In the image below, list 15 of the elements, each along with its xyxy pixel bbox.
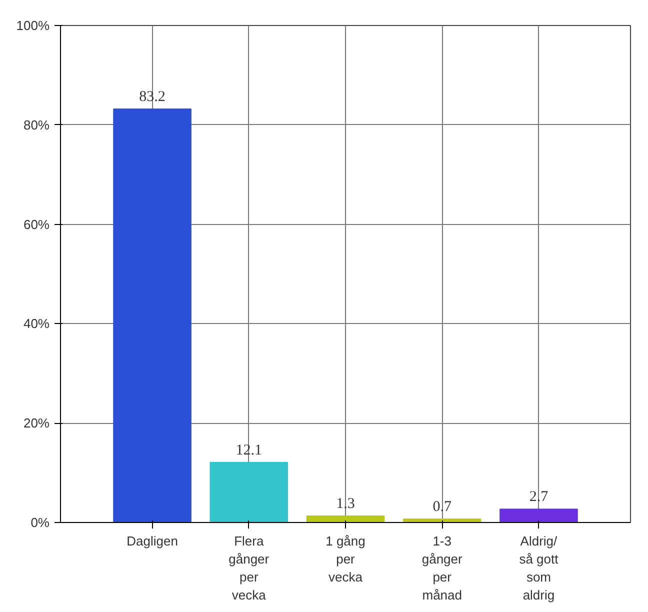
x-tick-label: Dagligen bbox=[126, 534, 178, 548]
x-tick-label: Aldrig/ så gott som aldrig bbox=[519, 534, 559, 602]
y-tick-label: 80% bbox=[23, 117, 50, 132]
bar bbox=[210, 462, 288, 522]
x-tick-label: 1 gång per vecka bbox=[326, 534, 366, 584]
bar bbox=[306, 516, 385, 522]
y-tick-label: 60% bbox=[23, 216, 50, 232]
bar bbox=[113, 108, 192, 522]
bar bbox=[500, 508, 578, 522]
x-tick-label: 1-3 gånger per månad bbox=[422, 534, 464, 602]
y-tick-label: 20% bbox=[23, 416, 50, 431]
y-tick-label: 100% bbox=[16, 18, 50, 33]
x-tick-label: Flera gånger per vecka bbox=[228, 534, 270, 602]
y-tick-label: 0% bbox=[30, 515, 50, 530]
y-tick-label: 40% bbox=[23, 316, 50, 332]
